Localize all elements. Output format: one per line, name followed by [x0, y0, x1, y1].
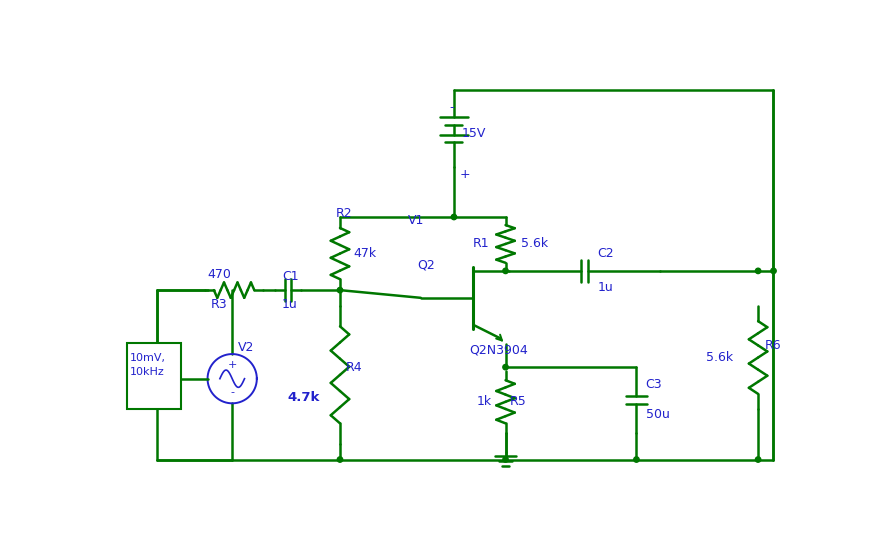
Text: C1: C1 — [281, 270, 298, 283]
Text: Q2N3904: Q2N3904 — [469, 344, 528, 356]
Circle shape — [337, 287, 342, 293]
Text: +: + — [460, 168, 471, 181]
Text: C3: C3 — [646, 378, 662, 390]
Text: 50u: 50u — [646, 408, 670, 422]
Circle shape — [756, 457, 761, 462]
Text: -: - — [450, 101, 454, 114]
Text: V2: V2 — [238, 341, 255, 354]
FancyBboxPatch shape — [127, 343, 181, 409]
Circle shape — [451, 214, 457, 219]
Circle shape — [337, 457, 342, 462]
Text: Q2: Q2 — [417, 258, 435, 271]
Text: 1u: 1u — [281, 297, 297, 310]
Text: C2: C2 — [597, 247, 614, 261]
Text: +: + — [227, 360, 237, 370]
Circle shape — [503, 268, 508, 273]
Text: R3: R3 — [211, 297, 227, 310]
Text: 10kHz: 10kHz — [130, 367, 165, 377]
Circle shape — [503, 457, 508, 462]
Text: 47k: 47k — [354, 247, 377, 260]
Text: R6: R6 — [765, 339, 781, 352]
Text: R4: R4 — [346, 360, 363, 374]
Text: 5.6k: 5.6k — [705, 350, 733, 364]
Text: R2: R2 — [336, 207, 353, 219]
Text: 470: 470 — [207, 268, 231, 281]
Text: -: - — [230, 387, 235, 397]
Text: 4.7k: 4.7k — [288, 392, 320, 404]
Text: 1u: 1u — [597, 281, 613, 294]
Circle shape — [634, 457, 639, 462]
Text: 10mV,: 10mV, — [130, 353, 165, 363]
Text: 1k: 1k — [476, 395, 491, 408]
Text: V1: V1 — [408, 214, 425, 227]
Text: R5: R5 — [510, 395, 527, 408]
Circle shape — [771, 268, 776, 273]
Text: 5.6k: 5.6k — [521, 237, 548, 251]
Circle shape — [756, 268, 761, 273]
Text: 15V: 15V — [462, 128, 486, 140]
Text: R1: R1 — [473, 237, 489, 251]
Circle shape — [503, 364, 508, 370]
